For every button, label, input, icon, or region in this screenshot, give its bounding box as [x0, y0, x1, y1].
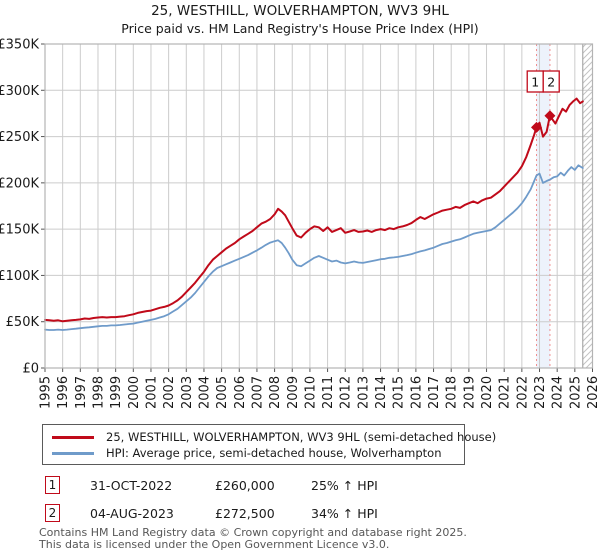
price-chart: 1995 1996 1997 1998 1999 2000 2001 2002 2003 2004… [0, 38, 600, 410]
sale-1-hpi-delta: 25% ↑ HPI [311, 478, 378, 493]
footer-line-2: This data is licensed under the Open Gov… [39, 537, 390, 551]
svg-text:2005: 2005 [215, 376, 230, 409]
svg-text:2: 2 [547, 75, 555, 90]
svg-text:£250K: £250K [0, 130, 39, 145]
svg-text:2023: 2023 [533, 376, 548, 409]
svg-text:1999: 1999 [109, 376, 124, 409]
svg-text:2010: 2010 [303, 376, 318, 409]
svg-text:1995: 1995 [39, 376, 54, 409]
svg-text:£300K: £300K [0, 84, 39, 99]
svg-text:2017: 2017 [427, 376, 442, 409]
svg-text:2019: 2019 [462, 376, 477, 409]
sale-2-price: £272,500 [215, 506, 275, 521]
svg-text:2013: 2013 [356, 376, 371, 409]
svg-text:2018: 2018 [445, 376, 460, 409]
svg-text:£0: £0 [22, 362, 39, 377]
footer-line-1: Contains HM Land Registry data © Crown c… [39, 526, 467, 539]
svg-text:1: 1 [531, 75, 539, 90]
legend-item-hpi: HPI: Average price, semi-detached house,… [43, 445, 464, 461]
svg-text:£50K: £50K [6, 315, 40, 330]
legend-label-hpi: HPI: Average price, semi-detached house,… [106, 446, 442, 460]
sale-1-number-badge: 1 [45, 476, 60, 494]
sale-2-date: 04-AUG-2023 [90, 506, 174, 521]
svg-text:2014: 2014 [374, 376, 389, 409]
svg-text:£150K: £150K [0, 223, 39, 238]
svg-text:2007: 2007 [250, 376, 265, 409]
svg-text:2022: 2022 [515, 376, 530, 409]
svg-text:2024: 2024 [551, 376, 566, 409]
svg-text:2002: 2002 [162, 376, 177, 409]
svg-text:2016: 2016 [409, 376, 424, 409]
svg-text:2020: 2020 [480, 376, 495, 409]
svg-text:2001: 2001 [144, 376, 159, 409]
sale-1-date: 31-OCT-2022 [90, 478, 173, 493]
svg-text:2025: 2025 [568, 376, 583, 409]
svg-text:2026: 2026 [586, 376, 600, 409]
blue-line-swatch [52, 451, 94, 455]
svg-text:1998: 1998 [91, 376, 106, 409]
legend-box: 25, WESTHILL, WOLVERHAMPTON, WV3 9HL (se… [42, 424, 496, 465]
page-subtitle: Price paid vs. HM Land Registry's House … [121, 21, 479, 36]
svg-text:2011: 2011 [321, 376, 336, 409]
legend-label-property: 25, WESTHILL, WOLVERHAMPTON, WV3 9HL (se… [106, 430, 497, 444]
svg-text:£350K: £350K [0, 38, 39, 53]
svg-text:2006: 2006 [233, 376, 248, 409]
svg-text:1996: 1996 [56, 376, 71, 409]
svg-text:£200K: £200K [0, 176, 39, 191]
sale-1-price: £260,000 [215, 478, 275, 493]
svg-text:2015: 2015 [392, 376, 407, 409]
copyright-footer: Contains HM Land Registry data © Crown c… [39, 527, 467, 550]
page-title: 25, WESTHILL, WOLVERHAMPTON, WV3 9HL [151, 3, 449, 19]
svg-text:1997: 1997 [74, 376, 89, 409]
svg-text:2008: 2008 [268, 376, 283, 409]
svg-text:2003: 2003 [180, 376, 195, 409]
svg-text:2000: 2000 [127, 376, 142, 409]
sale-2-number-badge: 2 [45, 504, 60, 522]
svg-text:2004: 2004 [197, 376, 212, 409]
svg-text:2009: 2009 [286, 376, 301, 409]
legend-item-property: 25, WESTHILL, WOLVERHAMPTON, WV3 9HL (se… [43, 429, 496, 445]
sale-2-hpi-delta: 34% ↑ HPI [311, 506, 378, 521]
svg-text:£100K: £100K [0, 269, 39, 284]
svg-text:2012: 2012 [339, 376, 354, 409]
svg-text:2021: 2021 [498, 376, 513, 409]
red-line-swatch [52, 435, 94, 439]
